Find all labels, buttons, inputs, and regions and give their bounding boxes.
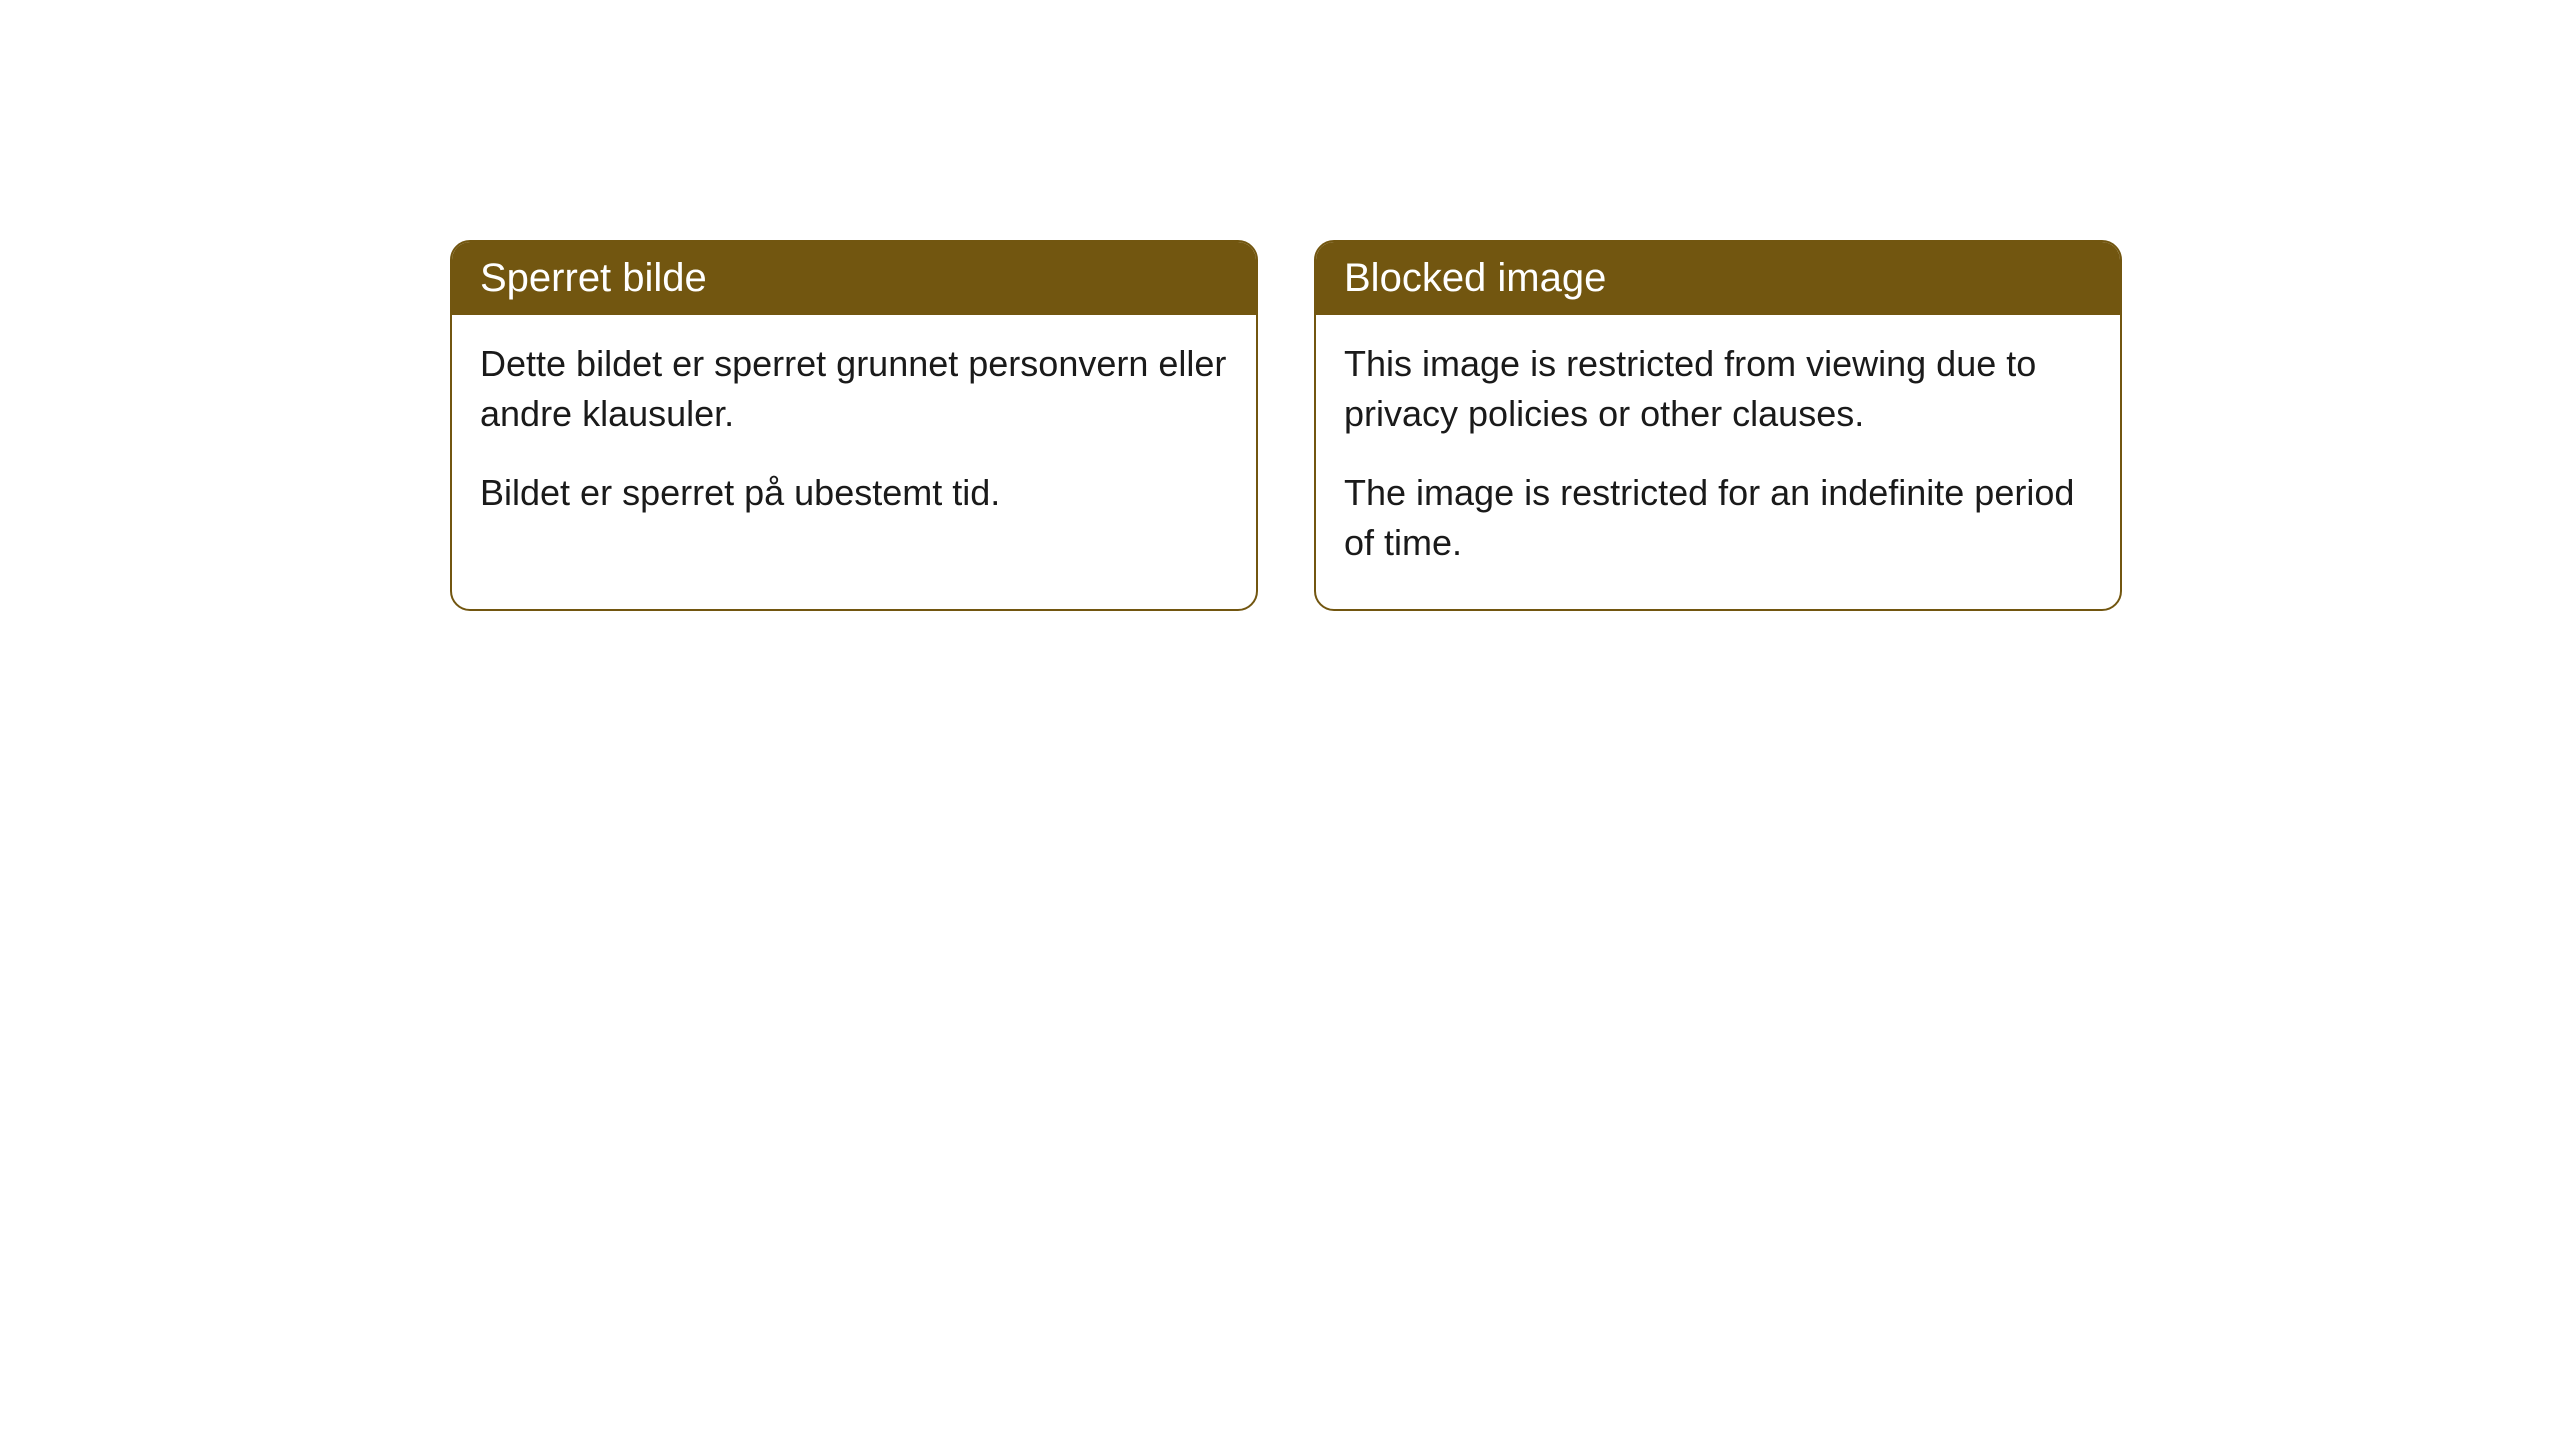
card-paragraph: Dette bildet er sperret grunnet personve… [480, 339, 1228, 440]
card-paragraph: Bildet er sperret på ubestemt tid. [480, 468, 1228, 518]
card-title: Blocked image [1344, 256, 1606, 300]
card-body-norwegian: Dette bildet er sperret grunnet personve… [452, 315, 1256, 558]
blocked-image-card-english: Blocked image This image is restricted f… [1314, 240, 2122, 611]
card-header-norwegian: Sperret bilde [452, 242, 1256, 315]
blocked-image-card-norwegian: Sperret bilde Dette bildet er sperret gr… [450, 240, 1258, 611]
cards-container: Sperret bilde Dette bildet er sperret gr… [450, 240, 2122, 611]
card-header-english: Blocked image [1316, 242, 2120, 315]
card-body-english: This image is restricted from viewing du… [1316, 315, 2120, 609]
card-title: Sperret bilde [480, 256, 707, 300]
card-paragraph: The image is restricted for an indefinit… [1344, 468, 2092, 569]
card-paragraph: This image is restricted from viewing du… [1344, 339, 2092, 440]
